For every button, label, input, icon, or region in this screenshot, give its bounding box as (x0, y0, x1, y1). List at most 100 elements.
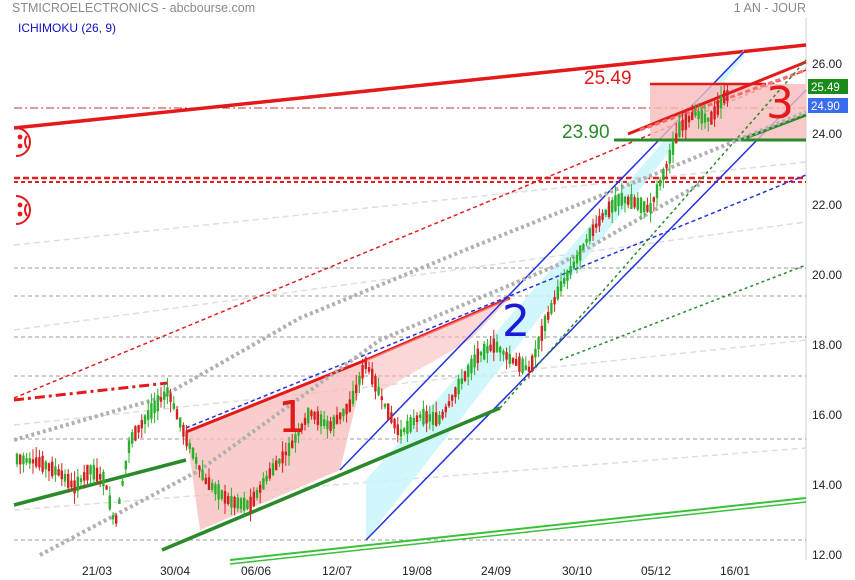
candle-body (390, 412, 393, 423)
grid-lines (14, 267, 806, 541)
candle-body (700, 109, 703, 124)
x-tick: 12/07 (322, 564, 352, 578)
candle-body (377, 386, 380, 396)
chart-title: STMICROELECTRONICS - abcbourse.com (12, 1, 256, 15)
candle-body (262, 478, 265, 490)
candle-body (265, 475, 268, 482)
candle-body (643, 201, 646, 213)
candle-body (409, 417, 412, 432)
pattern-1-upper-fill (366, 298, 510, 392)
candle-body (220, 490, 223, 499)
candle-body (550, 302, 553, 314)
candle-body (339, 412, 342, 420)
candle-body (47, 463, 51, 472)
candle-body (652, 197, 655, 202)
candle-body (646, 204, 649, 212)
candle-body (563, 277, 566, 284)
candle-body (579, 245, 582, 261)
pattern-3-trend (627, 60, 807, 136)
candle-body (662, 168, 665, 181)
candle-body (54, 466, 57, 475)
candle-body (118, 498, 121, 505)
candle-body (307, 408, 310, 424)
candle-body (710, 111, 713, 125)
candle-body (492, 338, 495, 353)
candle-body (607, 201, 611, 218)
candle-body (92, 465, 95, 480)
candle-body (703, 113, 707, 123)
candle-body (153, 400, 156, 414)
candle-body (275, 460, 278, 471)
candle-body (598, 215, 601, 227)
candle-body (67, 473, 70, 488)
candle-body (719, 95, 723, 109)
x-tick: 30/10 (562, 564, 592, 578)
candle-body (499, 347, 502, 353)
candle-body (457, 378, 460, 395)
candle-body (239, 498, 243, 509)
candle-body (102, 471, 105, 487)
support-level-label: 23.90 (562, 122, 610, 143)
candle-body (387, 403, 390, 420)
x-tick: 16/01 (720, 564, 750, 578)
x-tick: 30/04 (160, 564, 190, 578)
candle-body (172, 403, 175, 409)
y-axis: 26.00 24.00 22.00 20.00 18.00 16.00 14.0… (812, 57, 842, 562)
candle-body (419, 414, 422, 418)
candle-body (329, 421, 332, 432)
candle-body (294, 434, 297, 443)
candle-body (63, 474, 67, 482)
candle-body (639, 197, 643, 213)
period-label[interactable]: 1 AN - JOUR (733, 1, 806, 15)
candle-body (51, 461, 54, 477)
candle-body (649, 203, 652, 213)
candle-body (556, 286, 559, 300)
candle-body (476, 348, 479, 364)
candle-body (185, 431, 188, 447)
candle-body (121, 480, 124, 486)
pattern-label-3: 3 (766, 78, 794, 129)
candle-body (127, 440, 131, 454)
candle-body (431, 411, 435, 425)
price-tag-last: 24.90 (808, 98, 848, 113)
y-tick: 24.00 (812, 127, 842, 141)
candle-body (415, 415, 419, 423)
candle-body (233, 496, 236, 508)
candle-body (447, 401, 451, 407)
candle-body (99, 474, 102, 480)
candle-body (316, 411, 319, 425)
candle-body (313, 411, 316, 420)
x-tick: 21/03 (82, 564, 112, 578)
candle-body (323, 419, 326, 426)
candle-body (332, 416, 335, 429)
candle-body (380, 396, 383, 401)
candle-body (604, 209, 607, 215)
candle-body (35, 457, 38, 467)
candle-body (195, 457, 198, 464)
candle-body (383, 403, 387, 408)
candle-body (687, 115, 691, 123)
candle-body (367, 367, 371, 372)
y-tick: 26.00 (812, 57, 842, 71)
candle-body (268, 468, 271, 479)
y-tick: 22.00 (812, 198, 842, 212)
candle-body (300, 423, 303, 431)
candle-body (428, 414, 431, 422)
candle-body (412, 417, 415, 426)
green-pattern-1-support (161, 406, 501, 552)
green-dashed-trend-2 (559, 264, 807, 361)
candle-body (527, 366, 531, 372)
candle-body (41, 455, 44, 472)
indicator-label[interactable]: ICHIMOKU (26, 9) (18, 21, 117, 35)
pattern-1-zone (186, 362, 366, 530)
candle-body (198, 465, 201, 470)
candle-body (540, 325, 543, 341)
candle-body (22, 455, 25, 465)
candle-body (60, 470, 63, 480)
candle-body (591, 224, 595, 236)
candle-body (31, 459, 35, 464)
candle-body (124, 460, 127, 470)
candle-body (358, 375, 361, 385)
x-axis: 21/03 30/04 06/06 12/07 19/08 24/09 30/1… (82, 564, 750, 578)
